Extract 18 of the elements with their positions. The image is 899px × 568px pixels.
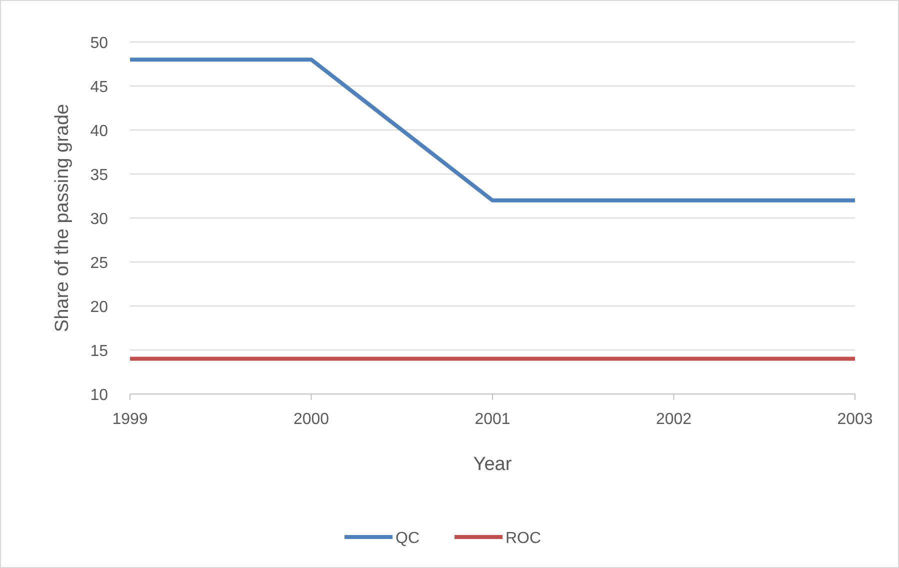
y-tick-label: 50 xyxy=(90,35,108,52)
y-tick-label: 40 xyxy=(90,123,108,140)
y-tick-label: 20 xyxy=(90,299,108,316)
y-tick-label: 15 xyxy=(90,343,108,360)
y-tick-label: 45 xyxy=(90,79,108,96)
x-axis-title: Year xyxy=(473,454,512,475)
y-axis-title: Share of the passing grade xyxy=(52,104,73,332)
x-tick-label: 2003 xyxy=(837,411,873,428)
x-tick-label: 2000 xyxy=(293,411,330,428)
legend-label: QC xyxy=(396,530,420,547)
x-tick-label: 1999 xyxy=(112,411,148,428)
y-tick-label: 35 xyxy=(90,167,108,184)
y-tick-label: 25 xyxy=(90,255,108,272)
x-tick-label: 2001 xyxy=(474,411,510,428)
legend-label: ROC xyxy=(506,530,542,547)
y-tick-label: 10 xyxy=(90,387,108,404)
y-tick-label: 30 xyxy=(90,211,108,228)
x-tick-label: 2002 xyxy=(656,411,692,428)
